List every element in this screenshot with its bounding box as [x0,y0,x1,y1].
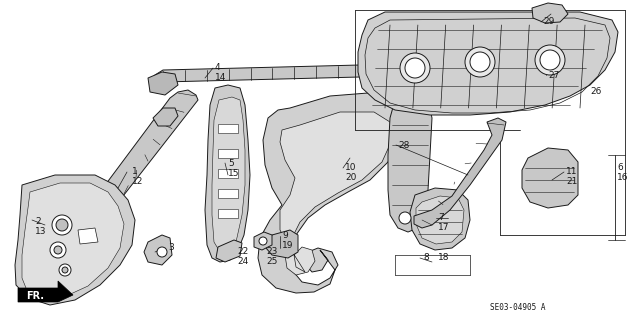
Circle shape [59,264,71,276]
Text: 7: 7 [438,213,444,222]
Text: 27: 27 [548,70,559,79]
Text: 9: 9 [282,232,288,241]
Text: 13: 13 [35,227,47,236]
Polygon shape [15,175,135,305]
Circle shape [470,52,490,72]
Text: 15: 15 [228,168,239,177]
Text: 17: 17 [438,224,449,233]
Circle shape [400,53,430,83]
Circle shape [54,246,62,254]
Text: 20: 20 [345,174,356,182]
Polygon shape [522,148,578,208]
Text: 10: 10 [345,164,356,173]
Polygon shape [218,149,238,158]
Text: 5: 5 [228,159,234,167]
Text: 1: 1 [132,167,138,176]
Text: 21: 21 [566,177,577,187]
Polygon shape [216,240,242,262]
Text: 25: 25 [266,257,277,266]
Text: SE03-04905 A: SE03-04905 A [490,303,545,313]
Circle shape [540,50,560,70]
Polygon shape [414,118,506,228]
Text: 11: 11 [566,167,577,176]
Polygon shape [218,124,238,133]
Text: FR.: FR. [26,291,44,301]
Text: 14: 14 [215,73,227,83]
Text: 28: 28 [398,140,410,150]
Circle shape [62,267,68,273]
Text: 2: 2 [35,218,40,226]
Text: 23: 23 [266,248,277,256]
Circle shape [50,242,66,258]
Polygon shape [280,112,392,275]
Polygon shape [218,169,238,178]
Polygon shape [254,232,272,250]
Circle shape [465,47,495,77]
Text: 6: 6 [617,164,623,173]
Polygon shape [258,93,400,293]
Polygon shape [410,188,470,250]
Polygon shape [94,90,198,212]
Polygon shape [78,228,98,244]
Polygon shape [388,95,432,232]
Text: 18: 18 [438,254,449,263]
Circle shape [405,58,425,78]
Text: 24: 24 [237,257,248,266]
Text: 4: 4 [215,63,221,72]
Polygon shape [218,209,238,218]
Polygon shape [266,230,298,258]
Polygon shape [400,57,425,80]
Text: 3: 3 [168,243,173,253]
Polygon shape [416,196,464,244]
Circle shape [157,247,167,257]
Polygon shape [22,183,124,300]
Text: 8: 8 [423,254,429,263]
Polygon shape [212,97,245,252]
Polygon shape [218,189,238,198]
Text: 16: 16 [617,174,628,182]
Polygon shape [153,108,178,126]
Text: 19: 19 [282,241,294,250]
Polygon shape [148,72,178,95]
Polygon shape [532,3,568,23]
Polygon shape [150,58,415,92]
Circle shape [535,45,565,75]
Text: 26: 26 [590,87,602,97]
Text: 22: 22 [237,248,248,256]
Polygon shape [18,281,73,302]
Circle shape [399,212,411,224]
Polygon shape [358,12,618,115]
Polygon shape [205,85,250,262]
Circle shape [52,215,72,235]
Polygon shape [144,235,172,265]
Circle shape [56,219,68,231]
Text: 29: 29 [543,18,554,26]
Text: 12: 12 [132,177,143,187]
Circle shape [259,237,267,245]
Polygon shape [390,52,432,85]
